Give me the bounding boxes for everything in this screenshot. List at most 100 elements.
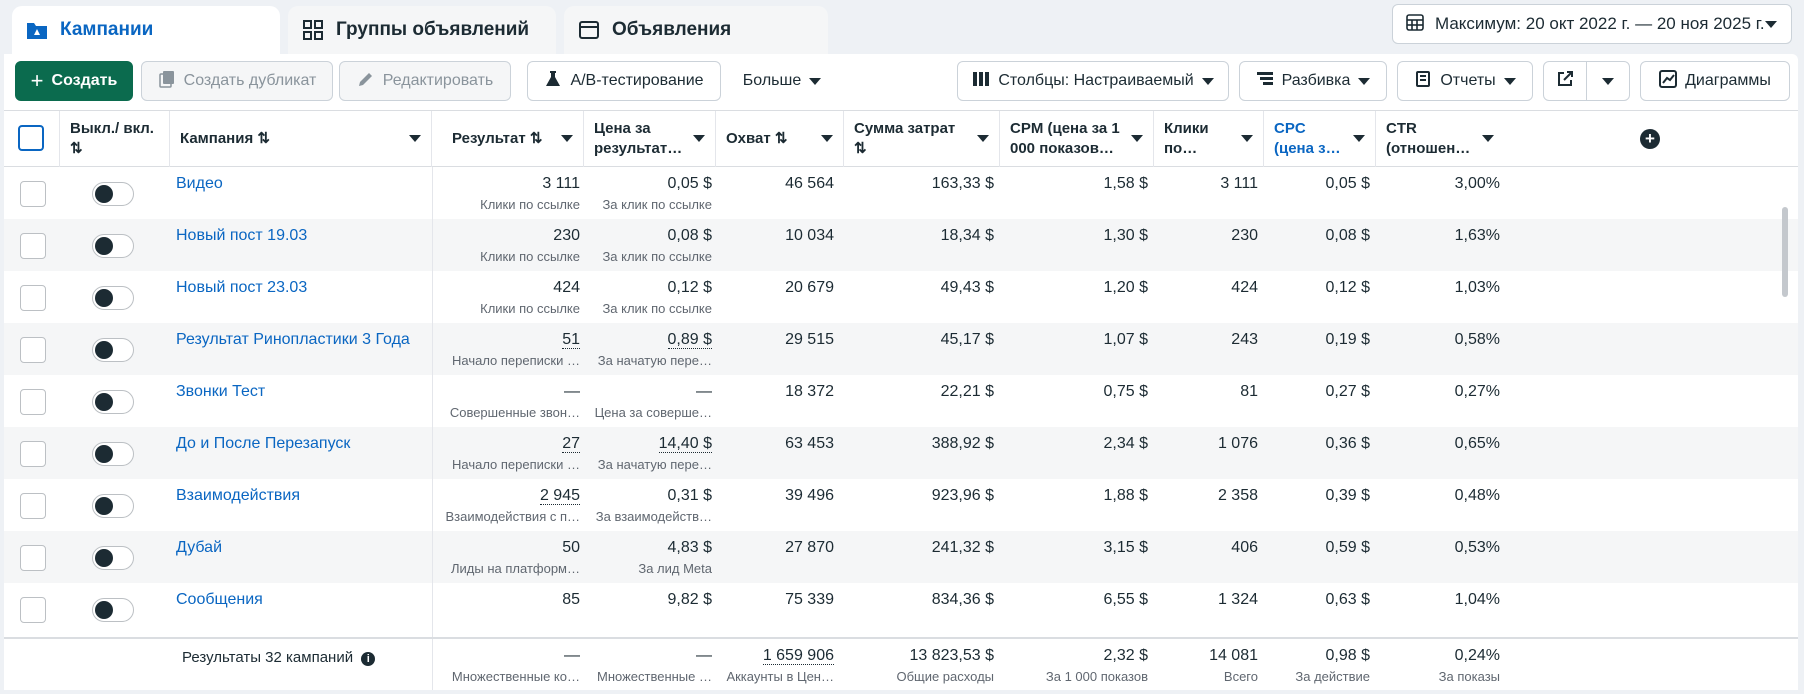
header-campaign[interactable]: Кампания ⇅ (170, 111, 432, 167)
tab-ad-groups[interactable]: Группы объявлений (288, 6, 556, 54)
charts-button[interactable]: Диаграммы (1640, 61, 1790, 101)
cell-spend: 45,17 $ (844, 331, 994, 349)
info-icon[interactable]: i (361, 652, 376, 666)
ab-test-button[interactable]: A/B-тестирование (527, 61, 721, 101)
toggle-knob (95, 185, 113, 203)
campaign-toggle[interactable] (92, 286, 134, 310)
export-button[interactable] (1543, 61, 1587, 101)
cell-ctr: 3,00% (1376, 175, 1500, 193)
row-checkbox[interactable] (20, 285, 46, 311)
campaign-name-link[interactable]: До и После Перезапуск (176, 435, 351, 452)
columns-button[interactable]: Столбцы: Настраиваемый (957, 61, 1229, 101)
row-checkbox[interactable] (20, 545, 46, 571)
campaign-toggle[interactable] (92, 598, 134, 622)
export-dropdown-button[interactable] (1586, 61, 1630, 101)
calendar-icon (1405, 12, 1425, 37)
cell-cpr-caption: За клик по ссылке (602, 301, 712, 316)
duplicate-button[interactable]: Создать дубликат (141, 61, 333, 101)
cell-value: 51 (562, 331, 580, 349)
header-clicks[interactable]: Клики по… (1154, 111, 1264, 167)
header-reach[interactable]: Охват ⇅ (716, 111, 844, 167)
cell-value: 4,83 $ (667, 539, 712, 556)
campaign-name-link[interactable]: Новый пост 23.03 (176, 279, 308, 296)
cell-ctr: 0,53% (1376, 539, 1500, 557)
toggle-knob (95, 341, 113, 359)
reports-button[interactable]: Отчеты (1397, 61, 1533, 101)
header-label: Кампания (180, 130, 254, 147)
cell-value: 22,21 $ (940, 383, 994, 400)
header-ctr[interactable]: CTR (отношен… (1376, 111, 1508, 167)
reports-label: Отчеты (1440, 72, 1496, 89)
add-column-icon[interactable]: + (1640, 129, 1660, 149)
breakdown-button[interactable]: Разбивка (1239, 61, 1387, 101)
cell-value: 29 515 (785, 331, 834, 348)
tab-ads[interactable]: Объявления (564, 6, 828, 54)
campaign-name-link[interactable]: Сообщения (176, 591, 263, 608)
cell-clicks: 406 (1154, 539, 1258, 557)
header-cpm[interactable]: CPM (цена за 1 000 показов… (1000, 111, 1154, 167)
header-label: Сумма затрат (854, 120, 956, 137)
scrollbar[interactable] (1782, 207, 1788, 297)
total-value: 1 659 906 (762, 647, 834, 665)
campaign-name-link[interactable]: Звонки Тест (176, 383, 266, 400)
total-value: — (564, 647, 580, 664)
row-checkbox[interactable] (20, 493, 46, 519)
select-all-checkbox[interactable] (18, 125, 44, 151)
header-cost-per-result[interactable]: Цена за результат… (584, 111, 716, 167)
row-checkbox[interactable] (20, 441, 46, 467)
campaign-name-link[interactable]: Новый пост 19.03 (176, 227, 308, 244)
row-checkbox[interactable] (20, 233, 46, 259)
cell-value: 20 679 (785, 279, 834, 296)
campaign-name-link[interactable]: Дубай (176, 539, 222, 556)
row-checkbox[interactable] (20, 389, 46, 415)
create-button[interactable]: + Создать (15, 61, 133, 101)
row-checkbox[interactable] (20, 337, 46, 363)
cell-value: 81 (1240, 383, 1258, 400)
duplicate-label: Создать дубликат (183, 72, 317, 89)
campaign-toggle[interactable] (92, 338, 134, 362)
sort-icon: ⇅ (854, 140, 867, 157)
chevron-down-icon (409, 135, 421, 142)
charts-label: Диаграммы (1685, 72, 1771, 89)
column-divider (432, 639, 433, 690)
campaign-toggle[interactable] (92, 182, 134, 206)
table-footer: Результаты 32 кампаний i — Множественные … (4, 637, 1798, 690)
toggle-knob (95, 601, 113, 619)
total-spend-caption: Общие расходы (896, 669, 994, 684)
header-toggle[interactable]: Выкл./ вкл. ⇅ (60, 111, 170, 167)
campaign-toggle[interactable] (92, 442, 134, 466)
cell-reach: 75 339 (714, 591, 834, 609)
chart-icon (1659, 69, 1678, 93)
header-result[interactable]: Результат ⇅ (432, 111, 584, 167)
cell-value: 3,15 $ (1103, 539, 1148, 556)
date-range-picker[interactable]: Максимум: 20 окт 2022 г. — 20 ноя 2025 г… (1392, 4, 1792, 44)
cell-cpr: 0,89 $ (586, 331, 712, 349)
header-cpc[interactable]: CPC (цена з… (1264, 111, 1376, 167)
table-row: Дубай 50 Лиды на платформ… 4,83 $ За лид Met… (4, 531, 1798, 583)
flask-icon (544, 70, 562, 93)
create-label: Создать (51, 72, 118, 89)
edit-button[interactable]: Редактировать (339, 61, 511, 101)
cell-reach: 10 034 (714, 227, 834, 245)
campaign-name-link[interactable]: Взаимодействия (176, 487, 300, 504)
campaign-name-link[interactable]: Результат Ринопластики 3 Года (176, 331, 410, 348)
campaign-name-link[interactable]: Видео (176, 175, 223, 192)
cell-cpr: 0,05 $ (586, 175, 712, 193)
cell-value: 163,33 $ (931, 175, 994, 192)
cell-value: 18 372 (785, 383, 834, 400)
header-spend[interactable]: Сумма затрат ⇅ (844, 111, 1000, 167)
row-checkbox[interactable] (20, 181, 46, 207)
campaign-toggle[interactable] (92, 390, 134, 414)
ab-test-label[interactable]: A/B-тестирование (570, 72, 704, 89)
tab-campaigns[interactable]: Кампании (12, 6, 280, 54)
campaign-toggle[interactable] (92, 546, 134, 570)
cell-value: 3 111 (1220, 175, 1258, 192)
folder-icon (26, 19, 48, 41)
cell-cpc: 0,59 $ (1264, 539, 1370, 557)
row-checkbox[interactable] (20, 597, 46, 623)
campaign-toggle[interactable] (92, 234, 134, 258)
cell-clicks: 1 324 (1154, 591, 1258, 609)
campaign-toggle[interactable] (92, 494, 134, 518)
more-button[interactable]: Больше (732, 61, 832, 101)
cell-result: 27 (430, 435, 580, 453)
